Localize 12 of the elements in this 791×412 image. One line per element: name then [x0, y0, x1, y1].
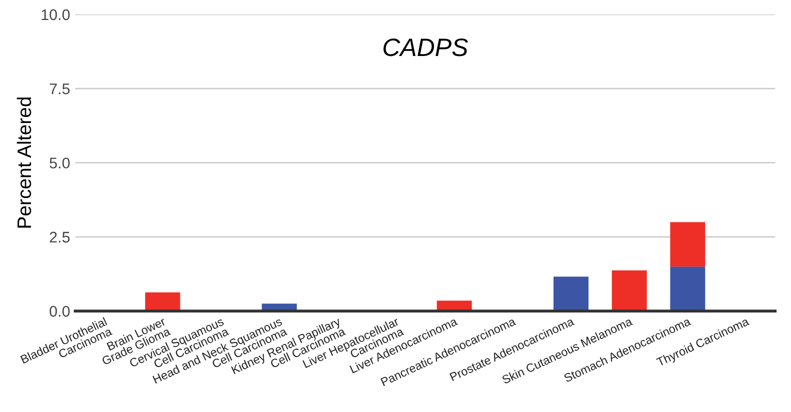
bar	[612, 270, 647, 312]
bar	[554, 276, 589, 312]
bar	[145, 292, 180, 312]
bar	[670, 266, 706, 312]
bar	[670, 222, 706, 267]
y-tick-label: 5.0	[50, 158, 70, 168]
y-axis-title: Percent Altered	[16, 98, 32, 228]
y-tick-label: 0.0	[50, 306, 70, 317]
y-tick-label: 7.5	[50, 84, 70, 94]
y-tick-label: 2.5	[50, 232, 70, 243]
y-tick-label: 10.0	[42, 9, 70, 20]
text: CADPS	[383, 38, 468, 56]
